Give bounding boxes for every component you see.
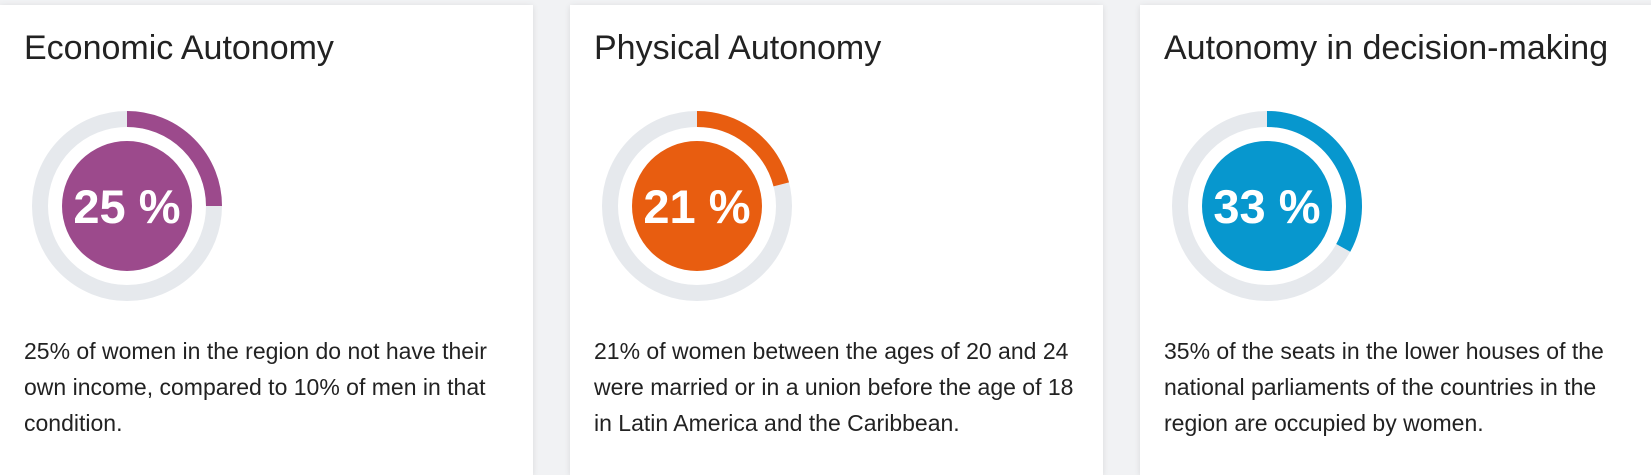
gauge-value: 21 %	[643, 180, 750, 233]
gauge-core	[62, 141, 192, 271]
card-physical-autonomy: Physical Autonomy 21 % 21% of women betw…	[570, 5, 1103, 475]
gauge-economic-autonomy: 25 %	[32, 111, 222, 301]
card-title: Physical Autonomy	[594, 29, 882, 67]
card-economic-autonomy: Economic Autonomy 25 % 25% of women in t…	[0, 5, 533, 475]
gauge-arc	[126, 111, 222, 207]
gauge-physical-autonomy: 21 %	[602, 111, 792, 301]
card-description: 35% of the seats in the lower houses of …	[1164, 338, 1604, 436]
card-title: Autonomy in decision-making	[1164, 29, 1609, 67]
card-decision-making-autonomy: Autonomy in decision-making 33 % 35% of …	[1140, 5, 1651, 475]
card-description: 25% of women in the region do not have t…	[24, 338, 487, 436]
gauge-arc	[1266, 111, 1362, 252]
gauge-arc	[696, 111, 790, 187]
card-description: 21% of women between the ages of 20 and …	[594, 338, 1074, 436]
gauge-core	[632, 141, 762, 271]
gauge-value: 25 %	[73, 180, 180, 233]
card-title: Economic Autonomy	[24, 29, 334, 67]
gauge-decision-making-autonomy: 33 %	[1172, 111, 1362, 301]
gauge-value: 33 %	[1213, 180, 1320, 233]
gauge-core	[1202, 141, 1332, 271]
